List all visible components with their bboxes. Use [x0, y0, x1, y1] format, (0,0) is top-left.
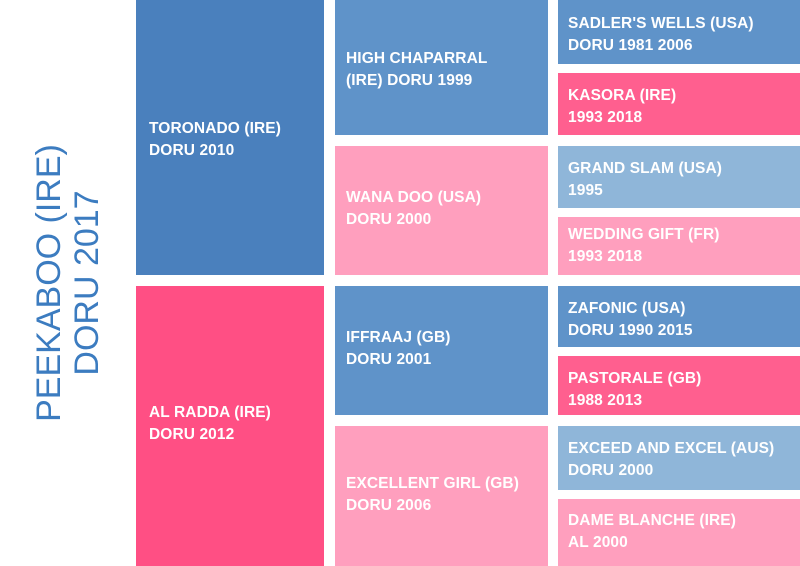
great-grandparent-info: 1993 2018 — [568, 109, 643, 126]
great-grandparent-cell: WEDDING GIFT (FR) 1993 2018 — [558, 217, 800, 275]
grandparent-cell: IFFRAAJ (GB) DORU 2001 — [335, 286, 548, 415]
great-grandparent-name: KASORA (IRE) — [568, 87, 677, 104]
grandparent-info: DORU 2000 — [346, 211, 432, 228]
great-grandparent-cell: SADLER'S WELLS (USA) DORU 1981 2006 — [558, 0, 800, 64]
great-grandparent-cell: EXCEED AND EXCEL (AUS) DORU 2000 — [558, 426, 800, 490]
grandparent-cell: EXCELLENT GIRL (GB) DORU 2006 — [335, 426, 548, 566]
great-grandparent-info: DORU 1981 2006 — [568, 37, 693, 54]
great-grandparent-name: PASTORALE (GB) — [568, 370, 702, 387]
grandparent-name: EXCELLENT GIRL (GB) — [346, 475, 519, 492]
subject-title-column: PEEKABOO (IRE) DORU 2017 — [0, 0, 136, 566]
grandparent-info: (IRE) DORU 1999 — [346, 72, 473, 89]
great-grandparent-cell: PASTORALE (GB) 1988 2013 — [558, 356, 800, 415]
grandparent-cell: HIGH CHAPARRAL (IRE) DORU 1999 — [335, 0, 548, 135]
dam-info: DORU 2012 — [149, 426, 235, 443]
grandparent-cell: WANA DOO (USA) DORU 2000 — [335, 146, 548, 275]
great-grandparent-cell: GRAND SLAM (USA) 1995 — [558, 146, 800, 208]
great-grandparent-cell: ZAFONIC (USA) DORU 1990 2015 — [558, 286, 800, 347]
sire-name: TORONADO (IRE) — [149, 120, 281, 137]
great-grandparent-name: DAME BLANCHE (IRE) — [568, 512, 736, 529]
great-grandparent-cell: KASORA (IRE) 1993 2018 — [558, 73, 800, 135]
great-grandparent-info: AL 2000 — [568, 534, 628, 551]
great-grandparent-info: 1993 2018 — [568, 248, 643, 265]
grandparent-name: IFFRAAJ (GB) — [346, 329, 451, 346]
sire-cell: TORONADO (IRE) DORU 2010 — [136, 0, 324, 275]
dam-name: AL RADDA (IRE) — [149, 404, 271, 421]
great-grandparent-name: SADLER'S WELLS (USA) — [568, 15, 754, 32]
great-grandparent-name: GRAND SLAM (USA) — [568, 160, 723, 177]
great-grandparent-info: 1995 — [568, 182, 603, 199]
sire-info: DORU 2010 — [149, 142, 235, 159]
grandparent-info: DORU 2001 — [346, 351, 432, 368]
great-grandparent-name: ZAFONIC (USA) — [568, 300, 686, 317]
great-grandparent-info: 1988 2013 — [568, 392, 643, 409]
grandparent-name: HIGH CHAPARRAL — [346, 50, 488, 67]
grandparent-name: WANA DOO (USA) — [346, 189, 482, 206]
subject-title: PEEKABOO (IRE) DORU 2017 — [30, 144, 106, 422]
grandparent-info: DORU 2006 — [346, 497, 432, 514]
great-grandparent-cell: DAME BLANCHE (IRE) AL 2000 — [558, 499, 800, 566]
great-grandparent-name: WEDDING GIFT (FR) — [568, 226, 720, 243]
dam-cell: AL RADDA (IRE) DORU 2012 — [136, 286, 324, 566]
subject-info: DORU 2017 — [68, 190, 106, 376]
subject-name: PEEKABOO (IRE) — [30, 144, 68, 422]
great-grandparent-name: EXCEED AND EXCEL (AUS) — [568, 440, 775, 457]
great-grandparent-info: DORU 2000 — [568, 462, 654, 479]
great-grandparent-info: DORU 1990 2015 — [568, 322, 693, 339]
